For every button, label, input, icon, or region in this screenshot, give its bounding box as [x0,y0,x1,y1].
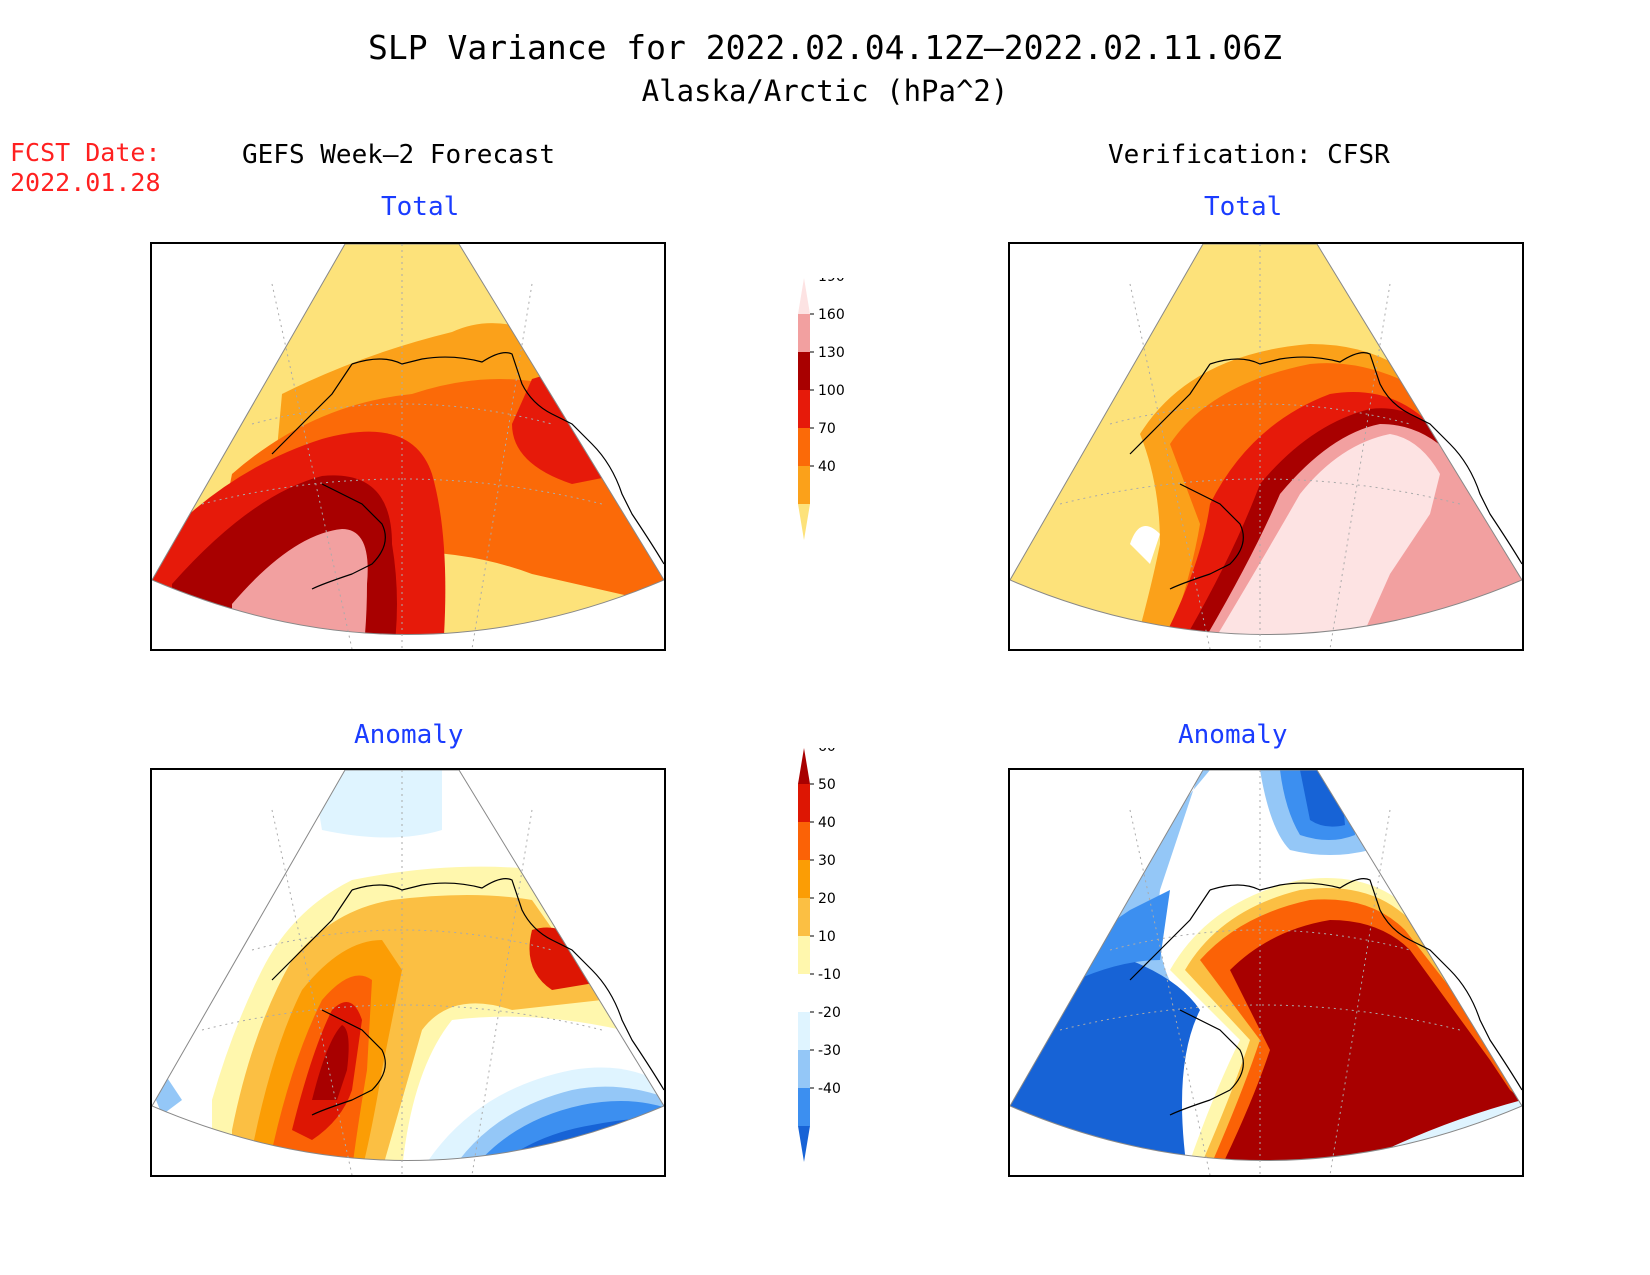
anomaly-bar-bottom-triangle [798,1126,810,1162]
anomaly-bar-segment [798,784,810,822]
total-tick-label: 70 [818,421,836,437]
anomaly-bar-segment [798,860,810,898]
total-bar-segment [798,390,810,428]
verification-anomaly-map [1008,768,1524,1177]
fcst-date: FCST Date: 2022.01.28 [10,138,161,198]
anomaly-colorbar: -40 -30 -20 -10 10 20 30 40 50 60 [798,748,841,1162]
anomaly-bar-segment [798,898,810,936]
anomaly-tick-label: 20 [818,891,836,907]
anomaly-tick-label: -20 [818,1005,841,1021]
anomaly-tick-label: 50 [818,777,836,793]
left-column-header: GEFS Week–2 Forecast [242,140,556,170]
total-bar-bottom-triangle [798,504,810,540]
anomaly-bar-top-triangle [798,748,810,784]
anomaly-tick-label: 60 [818,748,836,755]
total-bar-segment [798,352,810,390]
anomaly-tick-label: -30 [818,1043,841,1059]
anomaly-tick-label: 40 [818,815,836,831]
anomaly-bar-segment [798,1012,810,1050]
anomaly-tick-label: 30 [818,853,836,869]
anomaly-bar-segment [798,974,810,1012]
verification-anomaly-title: Anomaly [1178,720,1288,750]
total-bar-top-triangle [798,278,810,314]
fcst-date-value: 2022.01.28 [10,168,161,197]
verification-total-map [1008,242,1524,651]
anomaly-bar-segment [798,1088,810,1126]
figure-title: SLP Variance for 2022.02.04.12Z–2022.02.… [368,28,1282,67]
total-tick-label: 40 [818,459,836,475]
anomaly-bar-segment [798,822,810,860]
total-colorbar: 4070100130160190220 [798,278,845,540]
total-bar-segment [798,428,810,466]
total-tick-label: 130 [818,345,845,361]
forecast-anomaly-title: Anomaly [354,720,464,750]
anomaly-tick-label: -10 [818,967,841,983]
total-bar-segment [798,314,810,352]
total-tick-label: 100 [818,383,845,399]
forecast-anomaly-map [150,768,666,1177]
forecast-total-title: Total [381,192,460,222]
total-tick-label: 190 [818,278,845,285]
figure-subtitle: Alaska/Arctic (hPa^2) [641,74,1009,108]
anomaly-tick-label: -40 [818,1081,841,1097]
anomaly-bar-segment [798,936,810,974]
right-column-header: Verification: CFSR [1108,140,1390,170]
verification-total-title: Total [1204,192,1283,222]
total-bar-segment [798,466,810,504]
total-tick-label: 160 [818,307,845,323]
fcst-date-label: FCST Date: [10,138,161,167]
forecast-total-map [150,242,666,651]
anomaly-bar-segment [798,1050,810,1088]
anomaly-tick-label: 10 [818,929,836,945]
